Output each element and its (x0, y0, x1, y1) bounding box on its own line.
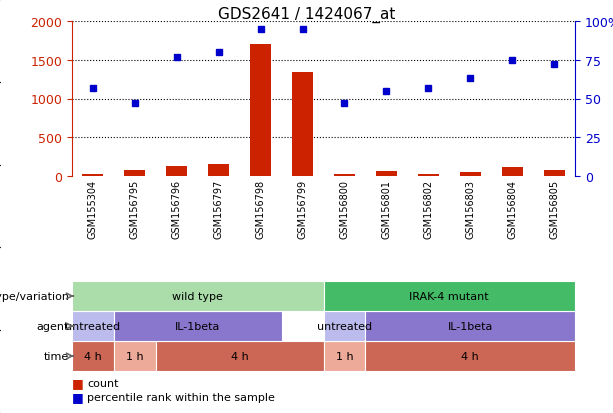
Text: GDS2641 / 1424067_at: GDS2641 / 1424067_at (218, 7, 395, 23)
Text: 4 h: 4 h (462, 351, 479, 361)
Bar (292, 73, 313, 177)
Text: IRAK-4 mutant: IRAK-4 mutant (409, 291, 489, 301)
Text: ■: ■ (72, 377, 84, 389)
Text: time: time (44, 351, 69, 361)
Bar (460, 173, 481, 177)
Bar (83, 174, 104, 177)
Bar (376, 172, 397, 177)
Text: 4 h: 4 h (230, 351, 248, 361)
Text: wild type: wild type (172, 291, 223, 301)
Text: 1 h: 1 h (336, 351, 353, 361)
Text: percentile rank within the sample: percentile rank within the sample (87, 392, 275, 402)
Text: untreated: untreated (317, 321, 372, 331)
Bar (418, 174, 439, 177)
Bar (166, 166, 187, 177)
Text: IL-1beta: IL-1beta (447, 321, 493, 331)
Text: 1 h: 1 h (126, 351, 143, 361)
Text: untreated: untreated (66, 321, 121, 331)
Bar (544, 171, 565, 177)
Text: 4 h: 4 h (84, 351, 102, 361)
Text: agent: agent (37, 321, 69, 331)
Bar (124, 171, 145, 177)
Bar (501, 167, 523, 177)
Text: ■: ■ (72, 391, 84, 404)
Text: genotype/variation: genotype/variation (0, 291, 69, 301)
Bar (334, 175, 355, 177)
Bar (250, 45, 271, 177)
Text: IL-1beta: IL-1beta (175, 321, 221, 331)
Bar (208, 165, 229, 177)
Text: count: count (87, 378, 119, 388)
